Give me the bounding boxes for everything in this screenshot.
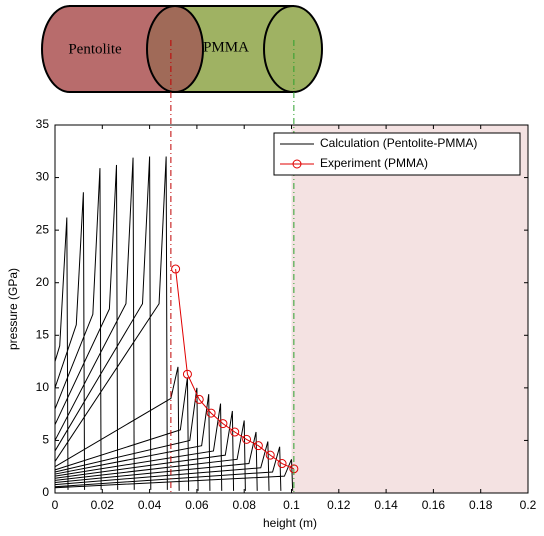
- diagram: Pentolite PMMA: [41, 5, 323, 93]
- data-point: [194, 394, 204, 404]
- plot-frame: [54, 124, 529, 494]
- data-point: [230, 427, 240, 437]
- legend-label: Calculation (Pentolite-PMMA): [320, 136, 477, 150]
- y-tick-label: 25: [36, 222, 50, 236]
- y-tick-label: 35: [36, 117, 50, 131]
- x-axis-label: height (m): [263, 516, 317, 530]
- y-tick-label: 30: [36, 170, 50, 184]
- y-axis-label: pressure (GPa): [6, 268, 20, 350]
- legend-marker: [292, 159, 302, 169]
- x-tick-label: 0: [52, 498, 59, 512]
- x-tick-label: 0.02: [91, 498, 115, 512]
- x-tick-label: 0.14: [374, 498, 398, 512]
- y-tick-label: 0: [42, 485, 49, 499]
- y-tick-label: 15: [36, 327, 50, 341]
- data-point: [265, 450, 275, 460]
- x-tick-label: 0.16: [422, 498, 446, 512]
- data-point: [277, 459, 287, 469]
- x-tick-label: 0.06: [185, 498, 209, 512]
- legend: Calculation (Pentolite-PMMA) Experiment (…: [273, 132, 521, 176]
- legend-box: [273, 132, 521, 176]
- series-line: [175, 268, 295, 470]
- shaded-region: [291, 125, 528, 493]
- x-tick-label: 0.04: [138, 498, 162, 512]
- diagram-label: Pentolite: [68, 41, 122, 57]
- x-tick-label: 0.2: [520, 498, 537, 512]
- y-tick-label: 10: [36, 380, 50, 394]
- x-tick-label: 0.18: [469, 498, 493, 512]
- data-point: [242, 434, 252, 444]
- y-tick-label: 5: [42, 433, 49, 447]
- legend-label: Experiment (PMMA): [320, 156, 428, 170]
- data-point: [182, 369, 192, 379]
- data-point: [218, 419, 228, 429]
- y-tick-label: 20: [36, 275, 50, 289]
- interface-end: [146, 5, 204, 93]
- pmma-end: [263, 5, 323, 93]
- data-point: [206, 408, 216, 418]
- x-tick-label: 0.1: [283, 498, 300, 512]
- data-point: [171, 264, 181, 274]
- x-tick-label: 0.08: [233, 498, 257, 512]
- data-point: [253, 441, 263, 451]
- diagram-label: PMMA: [203, 39, 249, 55]
- x-tick-label: 0.12: [327, 498, 351, 512]
